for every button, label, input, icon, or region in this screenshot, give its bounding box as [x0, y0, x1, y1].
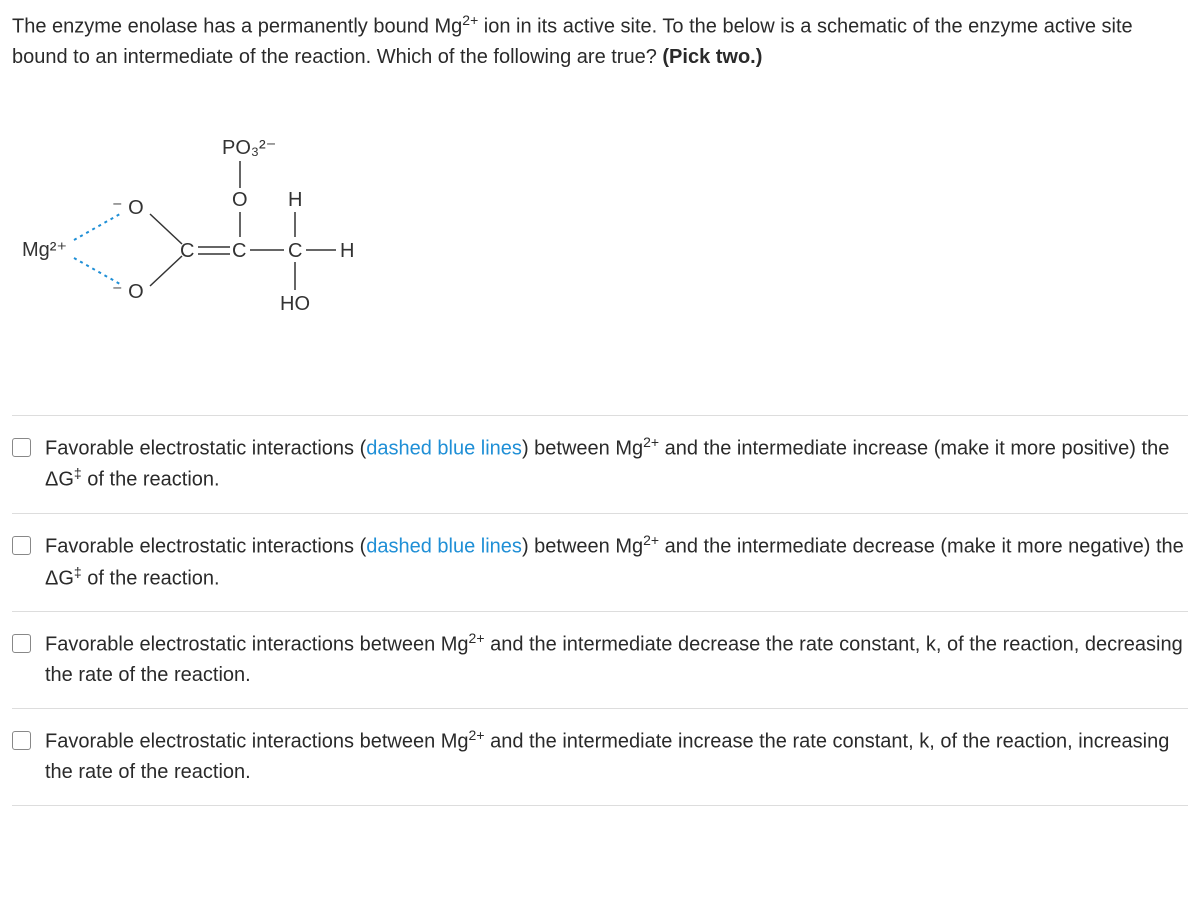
question-text: The enzyme enolase has a permanently bou…: [12, 10, 1188, 72]
checkbox-icon[interactable]: [12, 731, 31, 750]
option-row[interactable]: Favorable electrostatic interactions bet…: [12, 612, 1188, 709]
o-mid: O: [232, 189, 248, 211]
schematic-diagram: Mg²⁺ ⁻ O ⁻ O C C O PO₃²⁻ C H H: [22, 106, 382, 346]
h-right-label: H: [340, 240, 354, 262]
blue-phrase: dashed blue lines: [366, 437, 522, 459]
o-minus-top: ⁻ O: [112, 197, 144, 219]
po3-label: PO₃²⁻: [222, 137, 276, 159]
option-row[interactable]: Favorable electrostatic interactions (da…: [12, 514, 1188, 612]
checkbox-icon[interactable]: [12, 634, 31, 653]
option-text: Favorable electrostatic interactions bet…: [45, 725, 1188, 787]
option-row[interactable]: Favorable electrostatic interactions (da…: [12, 415, 1188, 514]
option-text: Favorable electrostatic interactions (da…: [45, 432, 1188, 495]
mg-label: Mg²⁺: [22, 239, 67, 261]
h-top-label: H: [288, 189, 302, 211]
checkbox-icon[interactable]: [12, 438, 31, 457]
question-part1: The enzyme enolase has a permanently bou…: [12, 16, 462, 38]
c2-label: C: [232, 240, 246, 262]
checkbox-icon[interactable]: [12, 536, 31, 555]
options-list: Favorable electrostatic interactions (da…: [12, 415, 1188, 806]
question-sup1: 2+: [462, 12, 478, 28]
c1-label: C: [180, 240, 194, 262]
question-bold: (Pick two.): [662, 46, 762, 68]
ho-label: HO: [280, 293, 310, 315]
option-row[interactable]: Favorable electrostatic interactions bet…: [12, 709, 1188, 806]
o-minus-bot: ⁻ O: [112, 281, 144, 303]
c3-label: C: [288, 240, 302, 262]
option-text: Favorable electrostatic interactions (da…: [45, 530, 1188, 593]
blue-phrase: dashed blue lines: [366, 536, 522, 558]
option-text: Favorable electrostatic interactions bet…: [45, 628, 1188, 690]
